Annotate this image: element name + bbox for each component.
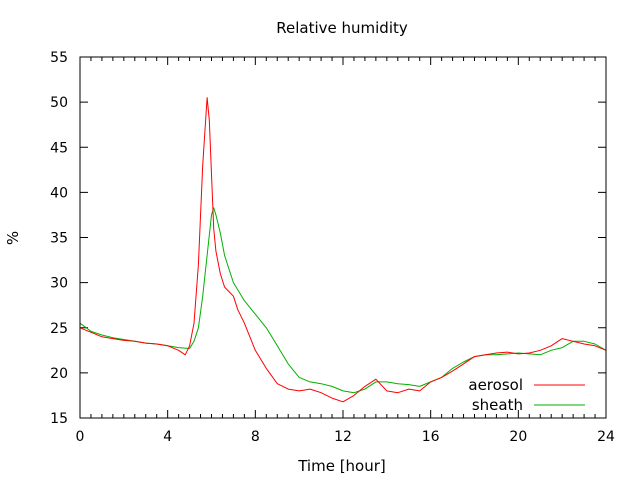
legend-label-aerosol: aerosol xyxy=(468,376,523,394)
y-tick-label: 55 xyxy=(50,50,68,66)
x-axis-label: Time [hour] xyxy=(297,457,386,475)
x-tick-label: 12 xyxy=(334,429,352,445)
y-tick-label: 50 xyxy=(50,95,68,111)
y-tick-label: 20 xyxy=(50,366,68,382)
x-tick-label: 16 xyxy=(422,429,440,445)
x-tick-label: 20 xyxy=(509,429,527,445)
series-line-sheath xyxy=(79,207,607,394)
y-tick-label: 45 xyxy=(50,140,68,156)
series-line-aerosol xyxy=(79,97,607,403)
plot-frame xyxy=(79,56,607,419)
x-tick-label: 8 xyxy=(251,429,260,445)
y-tick-label: 30 xyxy=(50,276,68,292)
x-tick-label: 0 xyxy=(76,429,85,445)
tick-labels: 0 4 8 12 16 20 24 15 20 25 30 35 40 45 50 55 xyxy=(50,50,615,445)
legend: aerosol sheath xyxy=(468,376,585,414)
legend-label-sheath: sheath xyxy=(472,396,523,414)
y-tick-label: 35 xyxy=(50,231,68,247)
x-tick-label: 24 xyxy=(597,429,615,445)
y-tick-label: 15 xyxy=(50,411,68,427)
series-lines xyxy=(79,97,607,403)
tick-marks xyxy=(79,56,607,419)
chart-title: Relative humidity xyxy=(276,19,408,37)
x-tick-label: 4 xyxy=(163,429,172,445)
y-axis-label: % xyxy=(4,231,22,245)
y-tick-label: 40 xyxy=(50,185,68,201)
y-tick-label: 25 xyxy=(50,321,68,337)
